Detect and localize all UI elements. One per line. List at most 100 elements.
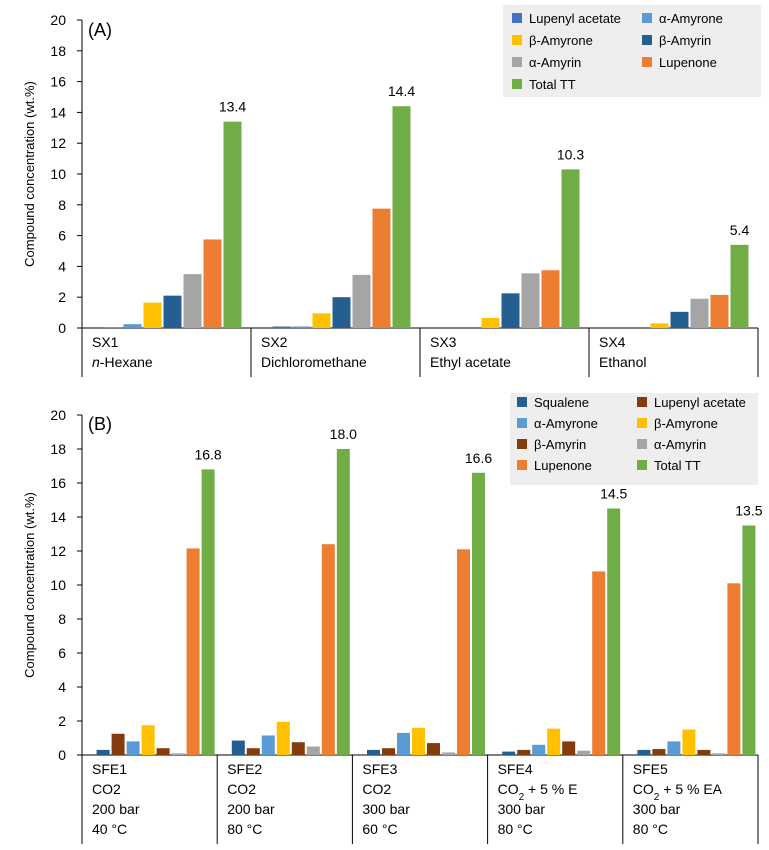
legend-entry: β-Amyrone xyxy=(529,33,593,48)
data-label: 16.6 xyxy=(465,450,492,466)
y-tick-label: 14 xyxy=(50,509,66,525)
bar-lupenyl-acetate xyxy=(652,749,666,755)
bar-total-tt xyxy=(561,169,580,328)
bar--amyrone xyxy=(143,302,162,328)
y-tick-label: 10 xyxy=(50,577,66,593)
data-label: 10.3 xyxy=(557,146,584,162)
category-label: 40 °C xyxy=(92,821,127,837)
legend-entry: Total TT xyxy=(529,77,576,92)
legend-swatch xyxy=(512,13,522,23)
category-label: SFE3 xyxy=(362,761,397,777)
category-label: 200 bar xyxy=(92,801,140,817)
legend: Squalene Lupenyl acetate α-Amyrone β-Amyron… xyxy=(510,393,758,485)
bar--amyrone xyxy=(312,313,331,328)
legend-swatch xyxy=(517,397,527,407)
legend-entry: Total TT xyxy=(654,458,701,473)
category-label: 80 °C xyxy=(633,821,668,837)
bar--amyrin xyxy=(183,274,202,328)
bar--amyrin xyxy=(501,293,520,328)
bar-lupenyl-acetate xyxy=(272,326,291,328)
y-tick-label: 0 xyxy=(58,747,66,763)
legend-swatch xyxy=(637,418,647,428)
legend-entry: β-Amyrone xyxy=(654,416,718,431)
bar--amyrone xyxy=(532,744,546,755)
legend-entry: α-Amyrin xyxy=(529,55,581,70)
y-axis-title: Compound concentration (wt.%) xyxy=(22,492,37,678)
y-tick-label: 6 xyxy=(58,645,66,661)
bar--amyrin xyxy=(163,295,182,328)
bar--amyrin xyxy=(697,749,711,755)
y-tick-label: 4 xyxy=(58,679,66,695)
data-label: 13.4 xyxy=(219,99,246,115)
bar-lupenone xyxy=(541,270,560,328)
data-label: 16.8 xyxy=(194,446,221,462)
bar--amyrin xyxy=(171,753,185,755)
bar--amyrone xyxy=(667,741,681,755)
data-label: 13.5 xyxy=(735,503,762,519)
bar--amyrone xyxy=(141,725,155,755)
bar-lupenone xyxy=(457,549,470,755)
category-label: SX4 xyxy=(599,334,626,350)
legend-swatch xyxy=(642,57,652,67)
category-label: CO2 xyxy=(227,781,256,797)
bar-lupenyl-acetate xyxy=(382,748,395,755)
legend-entry: Squalene xyxy=(534,395,589,410)
bar--amyrone xyxy=(123,324,142,328)
bar--amyrone xyxy=(126,741,140,755)
bar--amyrone xyxy=(412,727,425,755)
legend-swatch xyxy=(637,439,647,449)
category-label: Ethyl acetate xyxy=(430,354,511,370)
category-label: 300 bar xyxy=(633,801,681,817)
bar--amyrone xyxy=(292,326,311,328)
bar-lupenyl-acetate xyxy=(517,749,531,755)
category-label: 300 bar xyxy=(498,801,546,817)
legend-swatch xyxy=(642,13,652,23)
bar--amyrin xyxy=(427,743,440,755)
legend: Lupenyl acetate α-Amyrone β-Amyrone β-Amyri… xyxy=(503,5,761,97)
bar--amyrin xyxy=(712,753,726,755)
legend-swatch xyxy=(517,439,527,449)
legend-entry: Lupenyl acetate xyxy=(529,11,621,26)
bar-total-tt xyxy=(223,121,242,328)
category-label: 300 bar xyxy=(362,801,410,817)
category-label: Dichloromethane xyxy=(261,354,367,370)
y-tick-label: 18 xyxy=(50,43,66,59)
bar-lupenone xyxy=(727,583,741,755)
category-label: SFE1 xyxy=(92,761,127,777)
bar--amyrin xyxy=(521,273,540,328)
bar-total-tt xyxy=(742,525,756,755)
y-tick-label: 20 xyxy=(50,407,66,423)
chart-panel-b: (B) 0 2 4 6 8 10 12 14 16 18 20 Compound concentrati… xyxy=(22,393,763,844)
bar--amyrin xyxy=(670,311,689,328)
bar--amyrone xyxy=(397,732,410,755)
bar-squalene xyxy=(96,749,110,755)
bar--amyrin xyxy=(442,752,455,755)
legend-swatch xyxy=(637,397,647,407)
category-label: Ethanol xyxy=(599,354,646,370)
data-label: 14.4 xyxy=(388,83,415,99)
legend-swatch xyxy=(517,460,527,470)
category-label: SFE5 xyxy=(633,761,668,777)
category-label: SFE2 xyxy=(227,761,262,777)
bar-total-tt xyxy=(472,472,485,755)
y-tick-label: 0 xyxy=(58,320,66,336)
legend-entry: Lupenyl acetate xyxy=(654,395,746,410)
category-label: SX1 xyxy=(92,334,119,350)
y-tick-label: 12 xyxy=(50,543,66,559)
category-label: CO2 xyxy=(92,781,121,797)
panel-label: (B) xyxy=(88,414,112,434)
bar--amyrin xyxy=(332,297,351,328)
panel-label: (A) xyxy=(88,20,112,40)
legend-swatch xyxy=(512,79,522,89)
bar--amyrin xyxy=(156,748,170,755)
bar-lupenone xyxy=(372,208,391,328)
y-tick-label: 14 xyxy=(50,104,66,120)
bar--amyrin xyxy=(291,742,305,755)
legend-entry: β-Amyrin xyxy=(534,437,586,452)
y-tick-label: 4 xyxy=(58,258,66,274)
legend-entry: Lupenone xyxy=(534,458,592,473)
bar-lupenone xyxy=(710,294,729,328)
bar--amyrone xyxy=(650,323,669,328)
legend-swatch xyxy=(512,35,522,45)
